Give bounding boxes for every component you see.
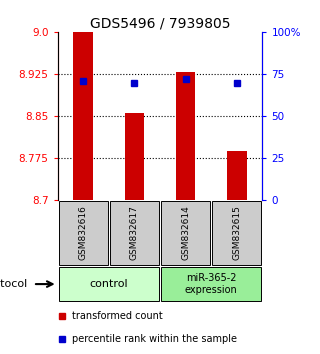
Text: protocol: protocol <box>0 279 27 289</box>
Bar <box>74 32 93 200</box>
Bar <box>125 113 144 200</box>
Bar <box>161 201 210 265</box>
Text: GSM832615: GSM832615 <box>232 205 241 260</box>
Bar <box>161 267 261 301</box>
Text: GSM832616: GSM832616 <box>79 205 88 260</box>
Bar <box>59 201 108 265</box>
Bar <box>227 151 246 200</box>
Bar <box>176 72 195 200</box>
Text: percentile rank within the sample: percentile rank within the sample <box>72 333 237 343</box>
Text: GSM832617: GSM832617 <box>130 205 139 260</box>
Bar <box>110 201 159 265</box>
Text: GSM832614: GSM832614 <box>181 205 190 260</box>
Bar <box>59 267 159 301</box>
Text: miR-365-2
expression: miR-365-2 expression <box>185 273 237 295</box>
Bar <box>212 201 261 265</box>
Text: control: control <box>90 279 128 289</box>
Text: transformed count: transformed count <box>72 311 163 321</box>
Title: GDS5496 / 7939805: GDS5496 / 7939805 <box>90 17 230 31</box>
